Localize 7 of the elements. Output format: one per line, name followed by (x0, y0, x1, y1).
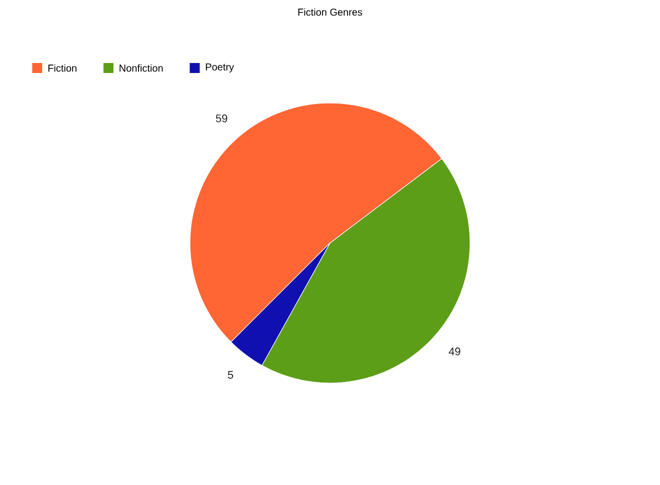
legend-label: Poetry (206, 64, 234, 72)
chart-title: Fiction Genres (298, 8, 362, 16)
legend-label: Nonfiction (120, 64, 163, 72)
data-label: 49 (448, 348, 460, 356)
data-label: 5 (228, 371, 234, 379)
data-label: 59 (216, 114, 228, 122)
legend-label: Fiction (48, 64, 76, 72)
